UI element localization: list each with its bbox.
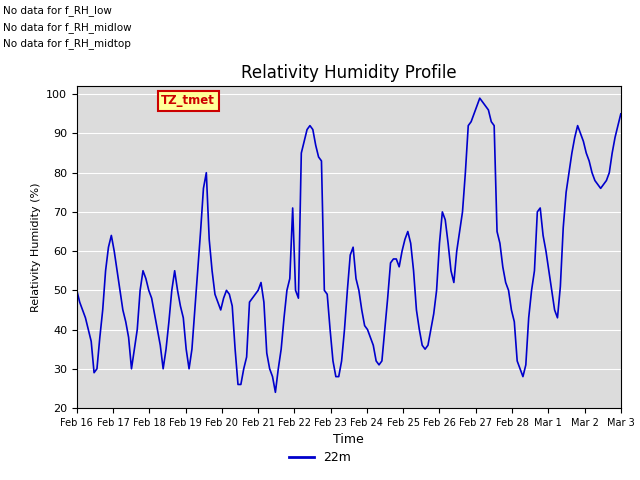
Legend: 22m: 22m (284, 446, 356, 469)
Text: No data for f_RH_midlow: No data for f_RH_midlow (3, 22, 132, 33)
Y-axis label: Relativity Humidity (%): Relativity Humidity (%) (31, 182, 40, 312)
Text: TZ_tmet: TZ_tmet (161, 95, 215, 108)
X-axis label: Time: Time (333, 433, 364, 446)
Title: Relativity Humidity Profile: Relativity Humidity Profile (241, 64, 456, 82)
Text: No data for f_RH_low: No data for f_RH_low (3, 5, 112, 16)
Text: No data for f_RH_midtop: No data for f_RH_midtop (3, 38, 131, 49)
